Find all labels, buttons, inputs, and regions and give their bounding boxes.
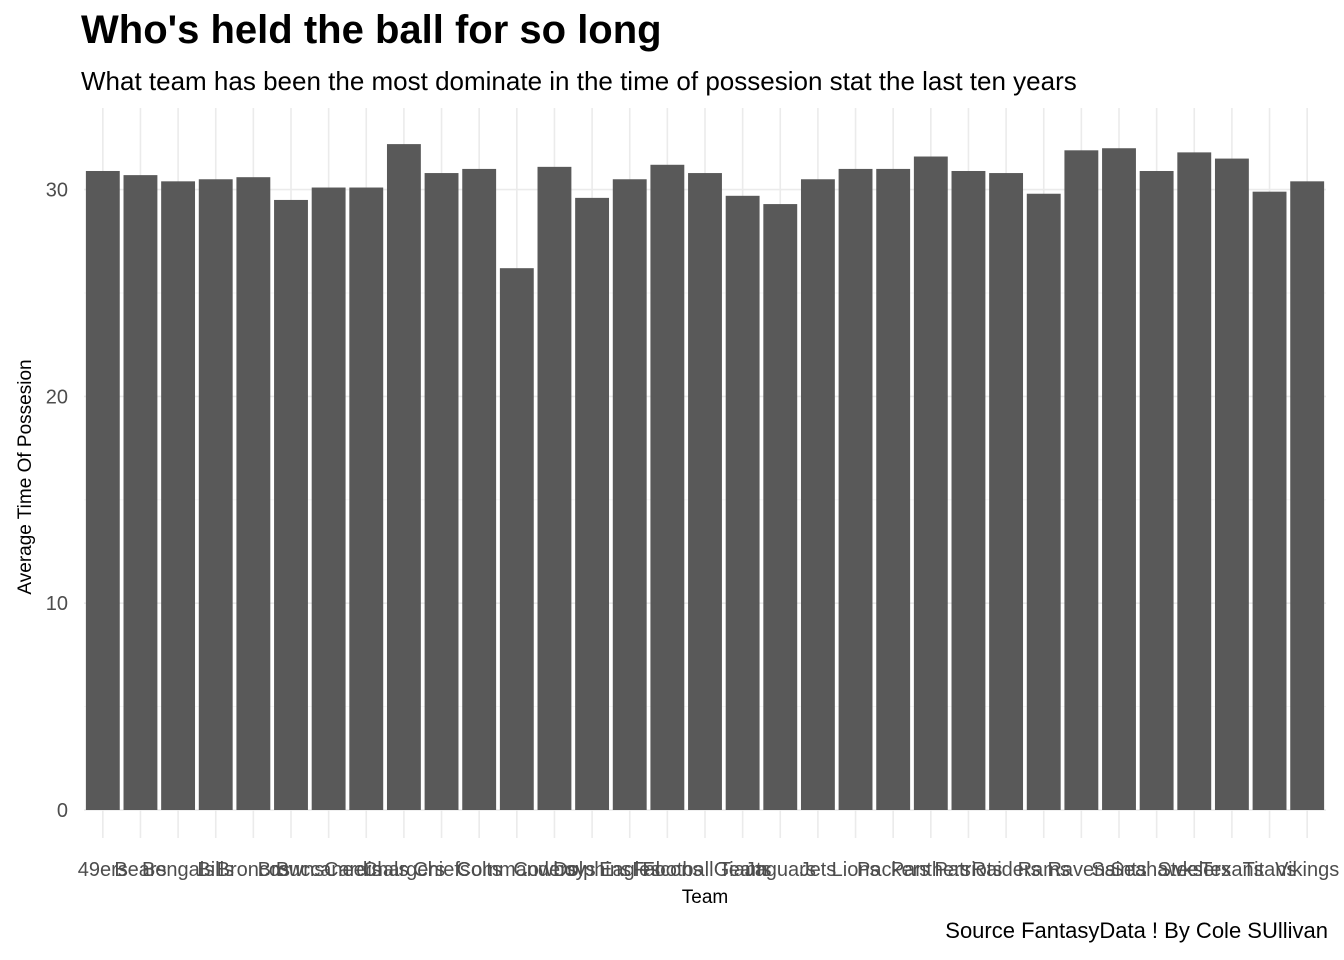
bar: [1102, 148, 1136, 811]
chart-caption: Source FantasyData ! By Cole SUllivan: [945, 918, 1328, 943]
bar: [424, 173, 459, 810]
bar: [85, 170, 120, 810]
bars: [85, 144, 1325, 811]
x-tick-label: Dolphins: [553, 859, 631, 881]
bar: [1252, 191, 1287, 811]
bar: [274, 199, 308, 810]
bar: [763, 204, 798, 811]
y-axis-title: Average Time Of Possesion: [15, 359, 36, 594]
x-tick-label: Bengals: [142, 859, 214, 881]
chart-title: Who's held the ball for so long: [81, 8, 662, 52]
x-tick-label: Rams: [1018, 859, 1070, 881]
bar: [386, 144, 421, 810]
x-tick-label: Colts: [456, 859, 502, 881]
bar: [989, 173, 1024, 810]
x-tick-label: Raiders: [972, 859, 1041, 881]
x-tick-label: Saints: [1091, 859, 1147, 881]
x-tick-label: Patriots: [935, 859, 1003, 881]
bar: [1064, 150, 1099, 811]
bar: [913, 156, 948, 811]
x-tick-label: Texans: [1200, 859, 1263, 881]
x-tick-label: Buccaneers: [276, 859, 382, 881]
x-tick-label: Giants: [714, 859, 772, 881]
x-tick-label: Bears: [114, 859, 166, 881]
bar: [311, 187, 346, 811]
bar: [537, 166, 572, 811]
x-tick-label: Packers: [857, 859, 929, 881]
bar: [612, 179, 647, 810]
bar: [1026, 193, 1061, 811]
x-tick-label: Panthers: [891, 859, 971, 881]
x-tick-label: Falcons: [632, 859, 702, 881]
bar: [198, 179, 233, 810]
y-axis-ticks: 0 10 20 30: [46, 180, 68, 822]
y-tick-label: 0: [57, 800, 68, 822]
bar: [688, 173, 722, 810]
x-tick-label: Seahawks: [1110, 859, 1202, 881]
bar: [161, 181, 196, 810]
x-tick-label: Lions: [832, 859, 880, 881]
bar: [462, 168, 497, 811]
bar: [650, 164, 685, 810]
x-tick-label: Jaguars: [745, 859, 816, 881]
x-axis-title: Team: [682, 887, 728, 908]
x-tick-label: Chargers: [363, 859, 445, 881]
x-tick-label: Chiefs: [413, 859, 470, 881]
bar: [1214, 158, 1249, 810]
bar: [575, 197, 610, 810]
x-tick-label: Eagles: [599, 859, 660, 881]
bar: [1177, 152, 1212, 811]
x-tick-label: Vikings: [1275, 859, 1339, 881]
bar: [1290, 181, 1325, 810]
x-tick-label: Bills: [197, 859, 234, 881]
y-tick-label: 10: [46, 593, 68, 615]
bar: [123, 175, 158, 810]
x-tick-label: Titans: [1243, 859, 1297, 881]
bar: [1139, 170, 1174, 810]
bar: [499, 268, 534, 811]
x-tick-label: Jets: [800, 859, 837, 881]
bar: [800, 179, 835, 810]
x-tick-label: Broncos: [217, 859, 290, 881]
bar: [876, 168, 911, 811]
x-tick-label: Steelers: [1158, 859, 1231, 881]
bar: [349, 187, 384, 811]
bar: [725, 195, 760, 810]
bar: [838, 168, 873, 811]
bar: [236, 177, 271, 810]
x-tick-label: Cowboys: [513, 859, 595, 881]
y-tick-label: 20: [46, 386, 68, 408]
x-tick-label: Browns: [258, 859, 325, 881]
x-tick-label: Cardinals: [324, 859, 408, 881]
bar: [951, 170, 986, 810]
y-tick-label: 30: [46, 180, 68, 202]
chart-subtitle: What team has been the most dominate in …: [81, 66, 1077, 96]
x-tick-label: 49ers: [78, 859, 128, 881]
x-tick-label: Commanders: [457, 859, 577, 881]
x-axis-ticks: 49ersBearsBengalsBillsBroncosBrownsBucca…: [78, 859, 1339, 881]
x-tick-label: Ravens: [1047, 859, 1115, 881]
x-tick-label: Football Team: [642, 859, 767, 881]
